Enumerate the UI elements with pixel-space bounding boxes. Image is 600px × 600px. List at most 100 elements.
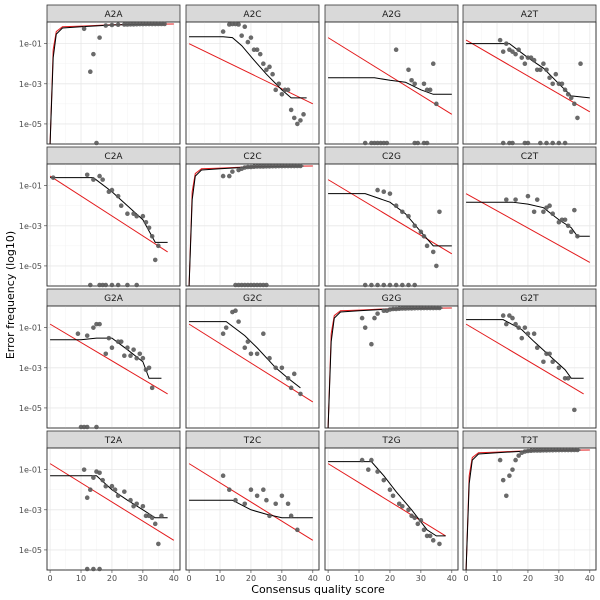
data-point bbox=[128, 497, 133, 503]
x-tick-label: 10 bbox=[354, 574, 364, 583]
data-point-floor bbox=[134, 282, 139, 288]
data-point-floor bbox=[400, 282, 405, 288]
nominal-error-line bbox=[465, 193, 591, 263]
data-point bbox=[115, 22, 121, 28]
data-point bbox=[375, 187, 380, 193]
data-point bbox=[513, 51, 518, 57]
data-point bbox=[220, 29, 226, 34]
data-point bbox=[568, 229, 574, 235]
data-point bbox=[550, 211, 555, 217]
facet-panel-g2c: G2C bbox=[185, 288, 320, 429]
nominal-error-line bbox=[188, 43, 314, 105]
facet-panel-g2a: G2A 1e-01 1e-03 1e-05 bbox=[19, 288, 181, 430]
data-point-floor bbox=[84, 424, 90, 430]
facet-panel-c2a: C2A 1e-01 1e-03 1e-05 bbox=[19, 146, 181, 288]
x-tick-label: 0 bbox=[187, 574, 192, 583]
data-point bbox=[100, 177, 105, 182]
facet-border bbox=[185, 305, 320, 429]
data-point bbox=[264, 67, 269, 73]
data-point bbox=[556, 365, 562, 371]
x-tick-label: 40 bbox=[308, 574, 318, 583]
data-point bbox=[103, 483, 109, 489]
data-point bbox=[236, 319, 241, 324]
data-point bbox=[547, 75, 552, 81]
x-tick-label: 30 bbox=[554, 574, 564, 583]
data-point bbox=[112, 487, 118, 493]
data-point bbox=[233, 497, 238, 503]
data-point bbox=[409, 77, 414, 83]
data-point bbox=[522, 325, 528, 330]
data-point bbox=[236, 22, 241, 27]
data-point bbox=[88, 69, 93, 75]
data-point bbox=[239, 33, 244, 38]
data-point bbox=[298, 118, 303, 123]
data-point bbox=[279, 493, 285, 499]
data-point-floor bbox=[94, 140, 99, 146]
data-point-floor bbox=[387, 282, 393, 288]
data-point bbox=[131, 503, 136, 509]
data-point bbox=[372, 315, 377, 321]
data-point bbox=[227, 487, 232, 493]
data-point bbox=[140, 355, 146, 361]
x-tick-label: 20 bbox=[385, 574, 395, 583]
data-point bbox=[572, 207, 577, 213]
data-point bbox=[149, 385, 155, 391]
data-point bbox=[578, 61, 583, 67]
data-point bbox=[400, 503, 405, 509]
data-point-floor bbox=[264, 282, 269, 288]
data-point bbox=[146, 365, 152, 371]
data-point bbox=[575, 233, 580, 239]
facet-border bbox=[462, 163, 597, 287]
data-point bbox=[421, 527, 427, 533]
x-tick-label: 0 bbox=[464, 574, 469, 583]
data-point bbox=[146, 225, 152, 231]
data-point bbox=[387, 487, 393, 493]
data-point bbox=[504, 321, 509, 327]
data-point bbox=[267, 355, 272, 361]
data-point-floor bbox=[556, 140, 562, 146]
facet-plot-area bbox=[324, 447, 459, 571]
facet-border bbox=[462, 447, 597, 571]
facet-plot-area bbox=[462, 21, 597, 145]
facet-plot-area bbox=[324, 163, 459, 287]
data-point bbox=[75, 331, 81, 337]
data-point bbox=[437, 541, 442, 547]
data-point bbox=[406, 507, 411, 513]
data-point bbox=[390, 493, 396, 499]
data-point bbox=[531, 209, 537, 215]
data-point bbox=[140, 213, 146, 219]
facet-strip-label: G2T bbox=[520, 294, 539, 304]
data-point bbox=[245, 39, 251, 45]
data-point bbox=[91, 475, 96, 480]
nominal-error-line bbox=[465, 323, 584, 395]
x-tick-label: 30 bbox=[277, 574, 287, 583]
data-point bbox=[233, 308, 238, 314]
data-point bbox=[562, 87, 568, 93]
data-point bbox=[301, 112, 306, 117]
x-tick-label: 10 bbox=[492, 574, 502, 583]
data-point bbox=[381, 477, 387, 483]
data-point bbox=[510, 315, 515, 321]
data-point-floor bbox=[375, 282, 380, 288]
data-point bbox=[375, 311, 380, 316]
data-point bbox=[400, 209, 405, 215]
data-point bbox=[504, 493, 509, 499]
data-point-floor bbox=[125, 282, 130, 288]
facet-panel-a2t: A2T bbox=[462, 4, 597, 146]
data-point bbox=[254, 493, 260, 499]
y-tick-label: 1e-05 bbox=[19, 404, 42, 413]
data-point bbox=[421, 81, 427, 87]
data-point-floor bbox=[406, 282, 411, 288]
data-point bbox=[504, 41, 509, 46]
data-point bbox=[393, 47, 399, 52]
data-point bbox=[500, 477, 506, 483]
facet-panel-a2c: A2C bbox=[185, 4, 320, 145]
data-point bbox=[134, 213, 139, 219]
data-point bbox=[220, 473, 226, 479]
data-point bbox=[519, 55, 525, 60]
data-point bbox=[500, 313, 506, 318]
data-point bbox=[430, 249, 436, 255]
facet-strip-label: T2G bbox=[381, 436, 400, 446]
data-point bbox=[519, 335, 525, 341]
